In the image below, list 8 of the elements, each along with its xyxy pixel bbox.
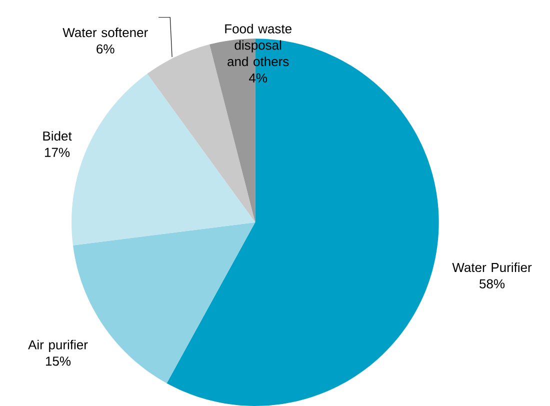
data-label: 17%: [45, 148, 70, 157]
data-label: 6%: [96, 44, 114, 54]
slice-label: Water Purifier: [452, 262, 532, 272]
slice-label: Water softener: [62, 28, 148, 38]
data-label: 58%: [480, 279, 505, 288]
slice-label: Bidet: [43, 131, 72, 141]
data-label: 15%: [46, 356, 71, 366]
slice-label: Air purifier: [28, 340, 88, 352]
